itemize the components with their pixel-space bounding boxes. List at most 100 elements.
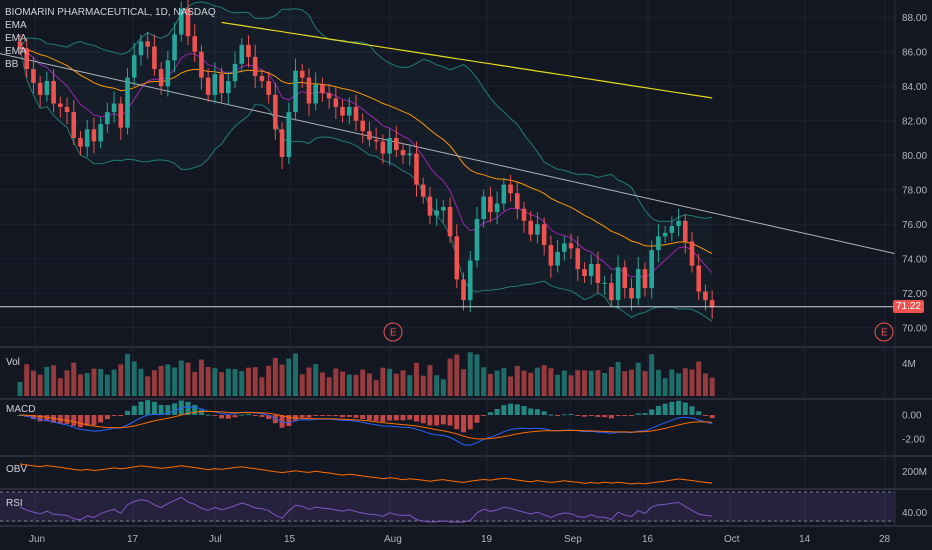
volume-bar <box>225 368 231 396</box>
macd-histogram-bar <box>279 415 285 428</box>
macd-histogram-bar <box>192 404 198 415</box>
chart-legend: BIOMARIN PHARMACEUTICAL, 1D, NASDAQ EMA … <box>5 6 216 71</box>
candle-body <box>568 243 574 249</box>
macd-histogram-bar <box>319 415 325 416</box>
candle-body <box>562 243 567 252</box>
volume-bar <box>595 370 601 396</box>
price-tick-label: 74.00 <box>902 254 927 265</box>
volume-bar <box>313 364 319 396</box>
candle-body <box>131 55 137 78</box>
legend-ema-3[interactable]: EMA <box>5 46 27 57</box>
volume-bar <box>366 373 372 396</box>
volume-bar <box>360 369 366 396</box>
volume-bar <box>172 367 178 396</box>
macd-histogram-bar <box>158 404 164 415</box>
macd-histogram-bar <box>481 415 487 416</box>
candle-body <box>51 81 56 104</box>
volume-bar <box>689 369 695 396</box>
macd-label[interactable]: MACD <box>6 404 36 415</box>
volume-label[interactable]: Vol <box>6 357 20 368</box>
volume-bar <box>501 368 507 396</box>
ema-fast-line <box>19 47 713 279</box>
candle-body <box>299 70 305 78</box>
macd-histogram-bar <box>689 406 695 415</box>
volume-bar <box>568 375 574 396</box>
candle-body <box>58 103 63 107</box>
volume-bar <box>642 371 648 396</box>
volume-bar <box>373 380 379 396</box>
candle-body <box>306 77 312 104</box>
candle-body <box>387 138 392 154</box>
volume-bar <box>125 353 131 396</box>
candle-body <box>474 219 480 261</box>
macd-histogram-bar <box>380 415 386 422</box>
candle-body <box>279 129 285 157</box>
candle-body <box>508 184 513 194</box>
volume-bar <box>151 370 157 396</box>
macd-tick-label: 0.00 <box>902 411 922 422</box>
volume-bar <box>521 370 527 396</box>
macd-histogram-bar <box>561 414 567 416</box>
macd-histogram-bar <box>454 415 460 430</box>
candle-body <box>635 269 641 299</box>
candle-body <box>172 34 177 61</box>
candle-body <box>178 8 184 35</box>
legend-ema-2[interactable]: EMA <box>5 33 27 44</box>
candle-body <box>266 81 271 95</box>
macd-histogram-bar <box>366 415 372 421</box>
macd-histogram-bar <box>655 405 661 415</box>
volume-bar <box>420 375 426 396</box>
volume-bar <box>427 365 433 396</box>
macd-histogram-bar <box>340 415 346 418</box>
time-tick-label: 17 <box>127 534 139 545</box>
macd-histogram-bar <box>461 415 467 433</box>
volume-bar <box>474 354 480 396</box>
volume-bar <box>534 367 540 396</box>
candle-body <box>380 141 386 154</box>
ema-mid-line <box>19 47 713 255</box>
obv-label[interactable]: OBV <box>6 464 28 475</box>
legend-ema-1[interactable]: EMA <box>5 20 27 31</box>
candle-body <box>37 82 43 95</box>
time-tick-label: 19 <box>481 534 493 545</box>
candle-body <box>394 138 399 151</box>
macd-histogram-bar <box>528 408 534 415</box>
macd-histogram-bar <box>501 405 507 415</box>
volume-bar <box>393 373 399 396</box>
candle-body <box>24 48 30 69</box>
candle-body <box>252 56 258 76</box>
macd-histogram-bar <box>198 409 204 415</box>
volume-bar <box>232 369 238 396</box>
candle-body <box>649 250 654 289</box>
macd-histogram-bar <box>138 401 144 415</box>
candle-body <box>575 248 581 270</box>
rsi-label[interactable]: RSI <box>6 498 23 509</box>
candle-body <box>420 184 426 197</box>
candle-body <box>17 41 23 49</box>
volume-bar <box>205 367 211 396</box>
earnings-marker-label: E <box>390 328 397 339</box>
candle-body <box>609 282 614 301</box>
candle-body <box>367 131 372 140</box>
macd-histogram-bar <box>581 415 587 417</box>
volume-bar <box>461 369 467 396</box>
candle-body <box>158 69 164 87</box>
candle-body <box>535 224 540 235</box>
volume-bar <box>602 373 608 396</box>
symbol-title[interactable]: BIOMARIN PHARMACEUTICAL, 1D, NASDAQ <box>5 7 216 18</box>
candle-body <box>326 93 332 99</box>
candle-body <box>400 150 406 156</box>
macd-histogram-bar <box>245 414 251 416</box>
candle-body <box>273 94 278 130</box>
candle-body <box>286 112 292 157</box>
time-tick-label: 28 <box>879 534 891 545</box>
volume-bar <box>353 374 359 396</box>
volume-bar <box>615 361 621 396</box>
candle-body <box>360 120 366 132</box>
volume-bar <box>178 360 184 396</box>
candle-body <box>467 260 473 301</box>
macd-histogram-bar <box>629 415 635 417</box>
volume-bar <box>98 369 104 396</box>
legend-bb[interactable]: BB <box>5 59 19 70</box>
